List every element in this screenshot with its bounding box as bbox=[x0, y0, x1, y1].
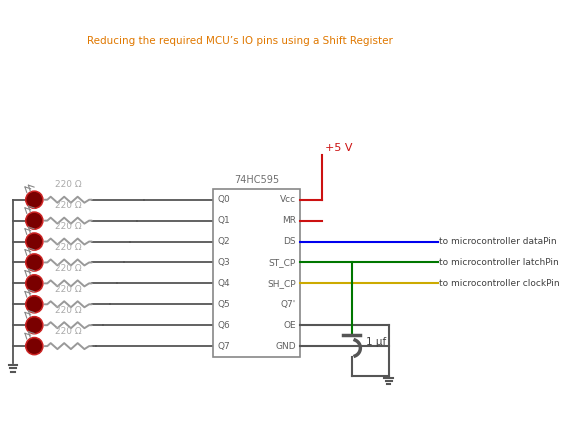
Text: 220 Ω: 220 Ω bbox=[55, 181, 82, 190]
Text: 220 Ω: 220 Ω bbox=[55, 264, 82, 273]
FancyBboxPatch shape bbox=[213, 189, 300, 356]
Text: Q6: Q6 bbox=[217, 321, 230, 330]
Text: GND: GND bbox=[275, 341, 296, 350]
Text: 220 Ω: 220 Ω bbox=[55, 285, 82, 294]
Text: DS: DS bbox=[283, 237, 296, 246]
Circle shape bbox=[26, 191, 43, 208]
Text: Q0: Q0 bbox=[217, 195, 230, 204]
Text: Q7: Q7 bbox=[217, 341, 230, 350]
Text: Q2: Q2 bbox=[217, 237, 230, 246]
Circle shape bbox=[26, 212, 43, 229]
Circle shape bbox=[26, 275, 43, 292]
Text: 220 Ω: 220 Ω bbox=[55, 222, 82, 231]
Text: Q7': Q7' bbox=[281, 300, 296, 309]
Text: to microcontroller dataPin: to microcontroller dataPin bbox=[439, 237, 557, 246]
Text: 220 Ω: 220 Ω bbox=[55, 327, 82, 336]
Text: OE: OE bbox=[283, 321, 296, 330]
Text: Q3: Q3 bbox=[217, 258, 230, 267]
Circle shape bbox=[26, 233, 43, 250]
Text: 220 Ω: 220 Ω bbox=[55, 243, 82, 252]
Text: Reducing the required MCU’s IO pins using a Shift Register: Reducing the required MCU’s IO pins usin… bbox=[87, 36, 393, 46]
Text: Q5: Q5 bbox=[217, 300, 230, 309]
Text: to microcontroller clockPin: to microcontroller clockPin bbox=[439, 279, 560, 288]
Text: 220 Ω: 220 Ω bbox=[55, 306, 82, 315]
Text: SH_CP: SH_CP bbox=[267, 279, 296, 288]
Text: 74HC595: 74HC595 bbox=[234, 175, 279, 185]
Text: Q1: Q1 bbox=[217, 216, 230, 225]
Text: ST_CP: ST_CP bbox=[269, 258, 296, 267]
Text: Q4: Q4 bbox=[217, 279, 230, 288]
Circle shape bbox=[26, 316, 43, 334]
Circle shape bbox=[26, 296, 43, 313]
Text: MR: MR bbox=[282, 216, 296, 225]
Text: to microcontroller latchPin: to microcontroller latchPin bbox=[439, 258, 559, 267]
Circle shape bbox=[26, 338, 43, 355]
Text: 1 μf: 1 μf bbox=[365, 337, 386, 347]
Circle shape bbox=[26, 254, 43, 271]
Text: +5 V: +5 V bbox=[325, 143, 352, 153]
Text: 220 Ω: 220 Ω bbox=[55, 201, 82, 210]
Text: Vcc: Vcc bbox=[280, 195, 296, 204]
